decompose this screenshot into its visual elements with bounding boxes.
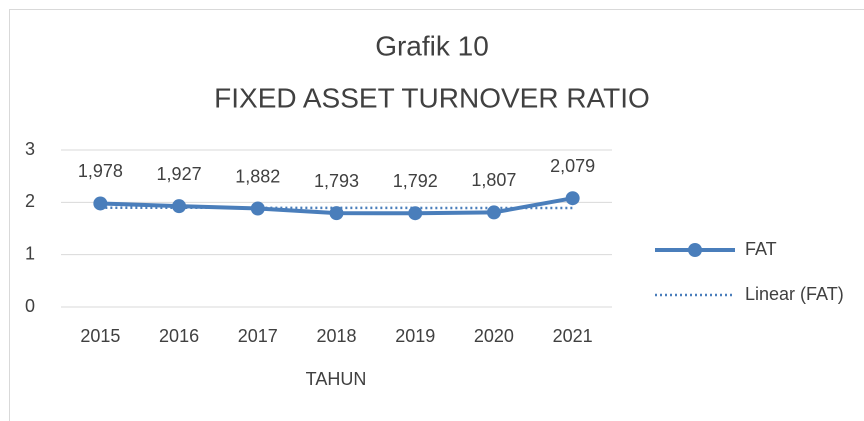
x-axis-label: TAHUN: [306, 369, 367, 389]
x-tick-label: 2021: [553, 326, 593, 346]
x-tick-label: 2019: [395, 326, 435, 346]
legend-marker: [688, 243, 702, 257]
point: [486, 205, 501, 220]
point: [250, 201, 265, 216]
x-tick-label: 2017: [238, 326, 278, 346]
data-label: 1,882: [235, 166, 280, 186]
x-tick-label: 2020: [474, 326, 514, 346]
legend-label: FAT: [745, 239, 777, 259]
x-tick-label: 2016: [159, 326, 199, 346]
point: [93, 196, 108, 211]
data-label: 1,978: [78, 161, 123, 181]
data-label: 2,079: [550, 156, 595, 176]
y-tick-label: 2: [25, 191, 35, 211]
x-tick-label: 2015: [80, 326, 120, 346]
data-label: 1,927: [157, 164, 202, 184]
legend-label: Linear (FAT): [745, 284, 844, 304]
chart-frame: [9, 9, 864, 421]
data-label: 1,807: [471, 170, 516, 190]
data-label: 1,792: [393, 171, 438, 191]
y-tick-label: 3: [25, 139, 35, 159]
y-tick-label: 1: [25, 243, 35, 263]
chart-title: Grafik 10: [375, 30, 489, 61]
y-tick-label: 0: [25, 296, 35, 316]
point: [329, 206, 344, 221]
x-tick-label: 2018: [316, 326, 356, 346]
chart-subtitle: FIXED ASSET TURNOVER RATIO: [214, 82, 650, 113]
point: [172, 199, 187, 214]
data-label: 1,793: [314, 171, 359, 191]
point: [565, 191, 580, 206]
point: [408, 206, 423, 221]
